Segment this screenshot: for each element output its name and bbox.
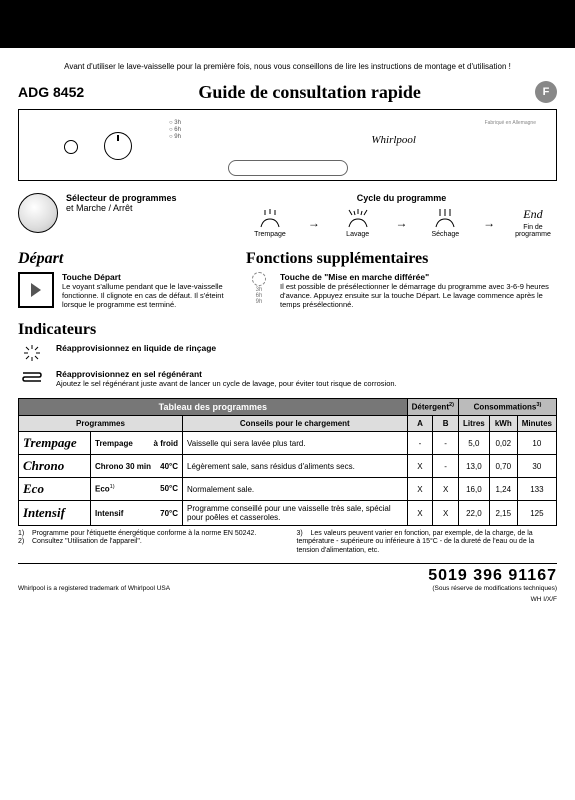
programs-table: Tableau des programmes Détergent2) Conso… [18, 398, 557, 526]
delay-hour-label: 9h [256, 299, 263, 305]
arrow-icon: → [394, 216, 408, 230]
panel-dial-icon [104, 132, 132, 160]
cycle-title: Cycle du programme [246, 193, 557, 203]
salt-indicator-desc: Ajoutez le sel régénérant juste avant de… [56, 379, 397, 388]
footer: Whirlpool is a registered trademark of W… [18, 563, 557, 592]
cycle-icons: Trempage → Lavage → Séchage → End Fin de… [246, 207, 557, 238]
page-content: Avant d'utiliser le lave-vaisselle pour … [0, 48, 575, 611]
trademark-text: Whirlpool is a registered trademark of W… [18, 585, 170, 592]
cycle-end-label: End [523, 207, 542, 222]
table-header: Tableau des programmes [19, 399, 408, 416]
rinse-aid-icon [18, 343, 46, 363]
footnote-2: Consultez "Utilisation de l'appareil". [32, 538, 142, 545]
depart-heading: Départ [18, 250, 228, 268]
selector-title: Sélecteur de programmes [66, 193, 177, 203]
document-code: 5019 396 91167 [428, 567, 557, 585]
selector-subtitle: et Marche / Arrêt [66, 203, 177, 213]
wash-icon [343, 207, 373, 229]
reserve-text: (Sous réserve de modifications technique… [428, 585, 557, 592]
footnotes: 1)Programme pour l'étiquette énergétique… [18, 530, 557, 555]
col-conseils: Conseils pour le chargement [183, 416, 408, 432]
rinse-indicator-title: Réapprovisionnez en liquide de rinçage [56, 343, 216, 353]
language-badge: F [535, 81, 557, 103]
detergent-header: Détergent2) [407, 399, 458, 416]
depart-fonctions-row: Départ Touche Départ Le voyant s'allume … [18, 250, 557, 309]
salt-icon [18, 369, 46, 385]
control-panel-diagram: ○ 3h○ 6h○ 9h Whirlpool Fabriqué en Allem… [18, 109, 557, 181]
indicators-section: Indicateurs Réapprovisionnez en liquide … [18, 321, 557, 388]
footnote-1: Programme pour l'étiquette énergétique c… [32, 530, 256, 537]
panel-led-labels: ○ 3h○ 6h○ 9h [169, 120, 181, 141]
page-code: WH I/X/F [18, 596, 557, 603]
col-kwh: kWh [489, 416, 517, 432]
panel-made-label: Fabriqué en Allemagne [485, 120, 536, 126]
panel-handle-icon [228, 160, 348, 176]
footnote-3: Les valeurs peuvent varier en fonction, … [297, 530, 535, 554]
model-number: ADG 8452 [18, 84, 84, 100]
delay-start-icon: 3h 6h 9h [246, 272, 272, 305]
consumption-header: Consommations3) [458, 399, 556, 416]
page-title: Guide de consultation rapide [98, 82, 521, 103]
depart-title: Touche Départ [62, 272, 228, 282]
cycle-end-sub: Fin de programme [509, 224, 557, 238]
title-row: ADG 8452 Guide de consultation rapide F [18, 81, 557, 103]
delay-desc: Il est possible de présélectionner le dé… [280, 282, 557, 309]
start-button-icon [18, 272, 54, 308]
table-row: TrempageTrempageà froidVaisselle qui ser… [19, 432, 557, 455]
table-row: IntensifIntensif70°CProgramme conseillé … [19, 501, 557, 526]
arrow-icon: → [307, 216, 321, 230]
selector-block: Sélecteur de programmes et Marche / Arrê… [18, 193, 228, 233]
delay-title: Touche de "Mise en marche différée" [280, 272, 557, 282]
col-a: A [407, 416, 433, 432]
selector-cycle-row: Sélecteur de programmes et Marche / Arrê… [18, 193, 557, 238]
indicators-heading: Indicateurs [18, 321, 557, 339]
cycle-step-label: Lavage [346, 231, 369, 238]
col-programmes: Programmes [19, 416, 183, 432]
warning-text: Avant d'utiliser le lave-vaisselle pour … [18, 62, 557, 71]
top-black-band [0, 0, 575, 48]
cycle-step-label: Séchage [431, 231, 459, 238]
col-litres: Litres [458, 416, 489, 432]
fonctions-heading: Fonctions supplémentaires [246, 250, 557, 268]
col-b: B [433, 416, 459, 432]
arrow-icon: → [482, 216, 496, 230]
depart-desc: Le voyant s'allume pendant que le lave-v… [62, 282, 228, 309]
col-minutes: Minutes [517, 416, 556, 432]
dry-icon [430, 207, 460, 229]
brand-logo: Whirlpool [371, 134, 416, 146]
table-row: ChronoChrono 30 min40°CLégèrement sale, … [19, 455, 557, 478]
dial-icon [18, 193, 58, 233]
soak-icon [255, 207, 285, 229]
table-row: EcoEco1)50°CNormalement sale.XX16,01,241… [19, 478, 557, 501]
cycle-step-label: Trempage [254, 231, 286, 238]
salt-indicator-title: Réapprovisionnez en sel régénérant [56, 369, 397, 379]
panel-start-button-icon [64, 140, 78, 154]
